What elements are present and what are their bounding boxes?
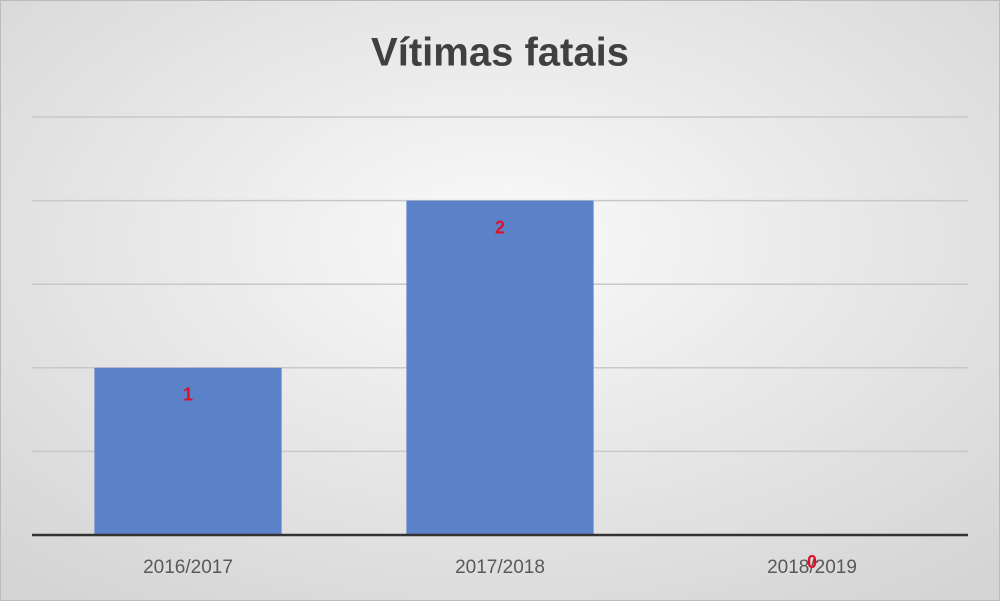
bar xyxy=(94,367,282,535)
x-tick-label: 2018/2019 xyxy=(767,557,857,578)
data-label: 0 xyxy=(807,552,817,572)
data-label: 1 xyxy=(183,385,193,405)
data-label: 2 xyxy=(495,217,505,237)
x-tick-label: 2016/2017 xyxy=(143,557,233,578)
chart-title: Vítimas fatais xyxy=(371,31,629,75)
x-tick-label: 2017/2018 xyxy=(455,557,545,578)
bar xyxy=(406,200,594,535)
